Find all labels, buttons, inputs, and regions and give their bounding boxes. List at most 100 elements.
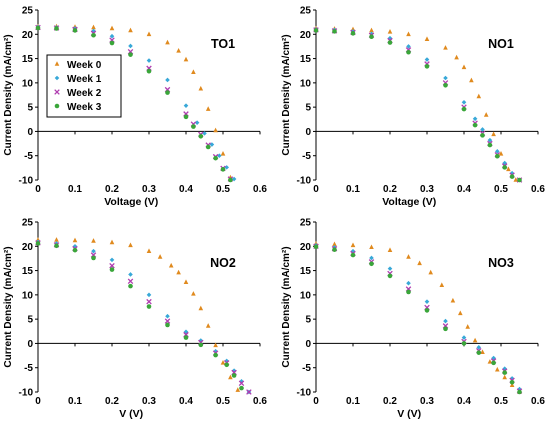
data-point — [209, 142, 215, 147]
data-point — [72, 28, 78, 33]
data-point — [476, 93, 482, 99]
x-tick-label: 0.1 — [346, 396, 360, 407]
data-point — [387, 247, 393, 252]
data-point — [443, 45, 448, 50]
y-tick-label: -5 — [24, 151, 33, 162]
data-point — [424, 36, 430, 41]
data-point — [217, 153, 222, 159]
data-point — [476, 345, 482, 350]
data-point — [54, 89, 60, 95]
data-point — [205, 144, 211, 150]
data-point — [472, 337, 478, 343]
panel-title: TO1 — [211, 37, 235, 51]
x-axis-label: V (V) — [119, 408, 143, 420]
data-point — [332, 29, 337, 34]
x-tick-label: 0.4 — [179, 184, 193, 195]
data-point — [231, 176, 237, 182]
x-tick-label: 0.6 — [253, 396, 267, 407]
data-point — [406, 289, 411, 295]
data-point — [313, 28, 319, 33]
data-point — [165, 322, 170, 328]
data-point — [443, 326, 448, 332]
data-point — [332, 241, 337, 247]
data-point — [213, 155, 218, 161]
y-tick-label: 5 — [27, 315, 33, 326]
data-point — [128, 283, 133, 289]
y-tick-label: 10 — [300, 290, 312, 301]
data-point — [513, 177, 519, 182]
y-tick-label: 25 — [22, 6, 34, 17]
y-tick-label: 10 — [300, 78, 312, 89]
x-tick-label: 0.5 — [216, 396, 230, 407]
data-point — [509, 174, 515, 179]
data-point — [109, 40, 115, 46]
data-point — [165, 90, 170, 95]
data-point — [183, 279, 189, 285]
data-point — [220, 167, 226, 172]
data-point — [491, 131, 496, 137]
y-tick-label: 20 — [22, 242, 34, 253]
y-axis-label: Current Density (mA/cm²) — [3, 246, 14, 367]
x-tick-label: 0.3 — [142, 184, 156, 195]
data-point — [506, 166, 511, 172]
y-tick-label: 0 — [305, 339, 311, 350]
data-point — [480, 133, 485, 138]
data-point — [406, 280, 411, 286]
data-point — [369, 34, 374, 40]
x-tick-label: 0.5 — [494, 396, 508, 407]
series-week-3 — [35, 241, 244, 391]
y-tick-label: 10 — [22, 78, 34, 89]
y-tick-label: 20 — [300, 242, 312, 253]
y-tick-label: 25 — [22, 218, 34, 229]
data-point — [369, 261, 374, 267]
data-point — [424, 64, 430, 69]
data-point — [224, 165, 229, 170]
panel-no2: 0 0.1 0.2 0.3 0.4 0.5 0.6 -10 -5 0 5 10 15 20 25 V (V) C… — [3, 218, 267, 421]
data-point — [498, 150, 504, 156]
data-point — [428, 269, 433, 275]
y-tick-label: 20 — [300, 30, 312, 41]
legend-entry: Week 2 — [67, 88, 102, 99]
data-point — [369, 255, 374, 261]
y-tick-label: -5 — [302, 363, 311, 374]
data-point — [224, 358, 229, 364]
data-point — [461, 99, 467, 105]
legend-entry: Week 3 — [67, 102, 102, 113]
data-point — [480, 127, 485, 132]
data-point — [228, 177, 233, 183]
data-point — [502, 366, 507, 371]
data-point — [176, 269, 181, 275]
data-point — [350, 31, 356, 36]
data-point — [502, 165, 508, 170]
data-point — [91, 248, 96, 254]
y-tick-label: 25 — [300, 6, 312, 17]
data-point — [480, 349, 485, 354]
x-tick-label: 0.1 — [68, 396, 82, 407]
data-point — [146, 68, 152, 74]
data-point — [228, 374, 233, 380]
data-point — [109, 239, 115, 245]
data-point — [332, 247, 337, 252]
data-point — [213, 352, 218, 358]
data-point — [350, 242, 356, 248]
legend: Week 0 Week 1 Week 2 Week 3 — [46, 54, 122, 118]
data-point — [191, 124, 196, 129]
data-point — [369, 244, 374, 250]
series-week-3 — [313, 28, 522, 183]
data-point — [461, 335, 467, 340]
x-tick-label: 0.2 — [383, 396, 397, 407]
data-point — [183, 114, 189, 120]
x-tick-label: 0.3 — [420, 184, 434, 195]
data-point — [165, 39, 170, 45]
x-axis-label: Voltage (V) — [382, 196, 436, 208]
data-point — [461, 106, 467, 112]
x-tick-label: 0.1 — [68, 184, 82, 195]
panel-to1: 0 0.1 0.2 0.3 0.4 0.5 0.6 -10 -5 0 5 10 15 20 25 Voltag… — [3, 6, 267, 209]
y-tick-label: -10 — [19, 388, 34, 399]
data-point — [35, 237, 41, 242]
data-point — [91, 32, 96, 38]
data-point — [198, 342, 204, 348]
data-point — [487, 359, 493, 364]
data-point — [517, 386, 522, 392]
x-axis-label: V (V) — [397, 408, 421, 420]
